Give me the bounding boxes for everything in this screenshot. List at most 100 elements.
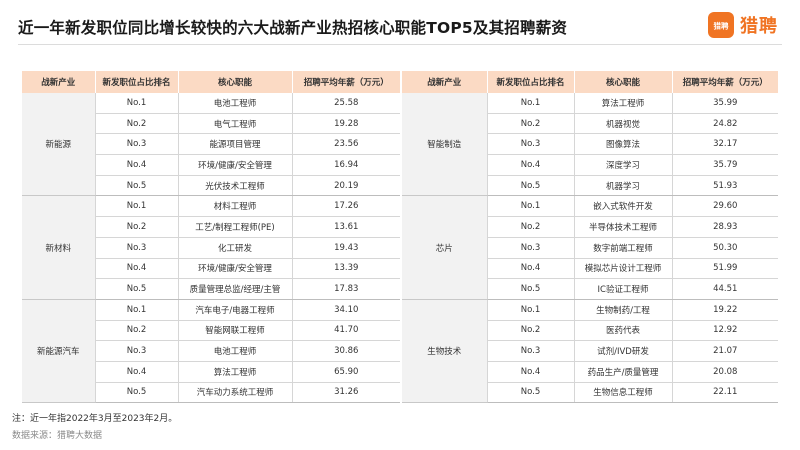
table-row: No.3 化工研发 19.43 (22, 237, 400, 259)
header-industry: 战新产业 (22, 71, 96, 93)
salary-cell: 30.86 (292, 340, 400, 362)
table-row: No.4 算法工程师 65.90 (22, 361, 400, 383)
industry-cell: 芯片 (402, 195, 488, 300)
salary-cell: 44.51 (672, 278, 778, 300)
role-cell: 汽车电子/电器工程师 (178, 299, 293, 321)
table-row: No.5 质量管理总监/经理/主管 17.83 (22, 278, 400, 300)
rank-cell: No.5 (95, 278, 179, 300)
salary-cell: 19.43 (292, 237, 400, 259)
table-row: 新材料 No.1 材料工程师 17.26 (22, 195, 400, 300)
rank-cell: No.2 (487, 216, 575, 238)
rank-cell: No.3 (95, 237, 179, 259)
salary-cell: 13.39 (292, 258, 400, 280)
table-row: No.5 机器学习 51.93 (402, 175, 778, 197)
salary-cell: 35.79 (672, 154, 778, 176)
table-row: No.5 光伏技术工程师 20.19 (22, 175, 400, 197)
salary-cell: 20.19 (292, 175, 400, 197)
industry-cell: 新能源 (22, 93, 96, 197)
role-cell: 能源项目管理 (178, 133, 293, 156)
table-row: 新能源 No.1 电池工程师 25.58 (22, 93, 400, 197)
role-cell: 嵌入式软件开发 (574, 195, 673, 218)
role-cell: 工艺/制程工程师(PE) (178, 216, 293, 238)
rank-cell: No.1 (487, 93, 575, 114)
salary-cell: 28.93 (672, 216, 778, 238)
salary-cell: 51.99 (672, 258, 778, 280)
salary-cell: 12.92 (672, 320, 778, 342)
role-cell: 生物制药/工程 (574, 299, 673, 321)
salary-cell: 25.58 (292, 93, 400, 114)
role-cell: 智能网联工程师 (178, 320, 293, 342)
salary-cell: 50.30 (672, 237, 778, 259)
role-cell: 试剂/IVD研发 (574, 340, 673, 362)
left-header-row: 战新产业 新发职位占比排名 核心职能 招聘平均年薪（万元） (22, 71, 400, 93)
rank-cell: No.5 (95, 175, 179, 197)
role-cell: 算法工程师 (574, 93, 673, 114)
rank-cell: No.3 (487, 340, 575, 362)
liepin-logo-icon: 猎聘 (708, 12, 734, 38)
industry-cell: 新材料 (22, 195, 96, 300)
table-row: No.3 数字前端工程师 50.30 (402, 237, 778, 259)
table-row: 芯片 No.1 嵌入式软件开发 29.60 (402, 195, 778, 300)
salary-cell: 65.90 (292, 361, 400, 383)
salary-cell: 29.60 (672, 195, 778, 218)
rank-cell: No.1 (487, 299, 575, 321)
rank-cell: No.3 (95, 340, 179, 362)
role-cell: 药品生产/质量管理 (574, 361, 673, 383)
header-salary: 招聘平均年薪（万元） (292, 71, 400, 93)
role-cell: 光伏技术工程师 (178, 175, 293, 197)
salary-cell: 32.17 (672, 133, 778, 156)
header-role: 核心职能 (574, 71, 673, 93)
role-cell: 电池工程师 (178, 340, 293, 362)
rank-cell: No.2 (95, 320, 179, 342)
role-cell: 模拟芯片设计工程师 (574, 258, 673, 280)
header-industry: 战新产业 (402, 71, 488, 93)
industry-cell: 新能源汽车 (22, 299, 96, 404)
header-rank: 新发职位占比排名 (95, 71, 179, 93)
liepin-logo: 猎聘 猎聘 (708, 12, 778, 38)
header-role: 核心职能 (178, 71, 293, 93)
rank-cell: No.5 (95, 382, 179, 404)
salary-cell: 23.56 (292, 133, 400, 156)
left-salary-table: 战新产业 新发职位占比排名 核心职能 招聘平均年薪（万元） 新能源 No.1 电池工程师 2… (22, 71, 400, 404)
rank-cell: No.4 (95, 154, 179, 176)
rank-cell: No.4 (487, 154, 575, 176)
rank-cell: No.1 (95, 299, 179, 321)
table-row: No.2 智能网联工程师 41.70 (22, 320, 400, 342)
salary-cell: 17.26 (292, 195, 400, 218)
rank-cell: No.5 (487, 175, 575, 197)
rank-cell: No.2 (95, 113, 179, 135)
salary-cell: 21.07 (672, 340, 778, 362)
rank-cell: No.5 (487, 278, 575, 300)
role-cell: 生物信息工程师 (574, 382, 673, 404)
table-row: No.4 环境/健康/安全管理 13.39 (22, 258, 400, 280)
header-salary: 招聘平均年薪（万元） (672, 71, 778, 93)
table-row: No.5 IC验证工程师 44.51 (402, 278, 778, 300)
role-cell: 材料工程师 (178, 195, 293, 218)
salary-cell: 20.08 (672, 361, 778, 383)
rank-cell: No.4 (95, 258, 179, 280)
role-cell: 半导体技术工程师 (574, 216, 673, 238)
rank-cell: No.3 (487, 133, 575, 156)
data-source: 数据来源：猎聘大数据 (12, 431, 103, 441)
role-cell: 电气工程师 (178, 113, 293, 135)
table-row: No.4 深度学习 35.79 (402, 154, 778, 176)
rank-cell: No.2 (487, 320, 575, 342)
right-table-body: 智能制造 No.1 算法工程师 35.99 No.2 机器视觉 24.82 No.3 图像算法 3… (402, 93, 778, 404)
role-cell: 数字前端工程师 (574, 237, 673, 259)
table-row: No.2 工艺/制程工程师(PE) 13.61 (22, 216, 400, 238)
role-cell: 环境/健康/安全管理 (178, 258, 293, 280)
title-divider (18, 44, 782, 45)
rank-cell: No.4 (487, 258, 575, 280)
salary-cell: 35.99 (672, 93, 778, 114)
role-cell: 环境/健康/安全管理 (178, 154, 293, 176)
role-cell: 图像算法 (574, 133, 673, 156)
table-row: 生物技术 No.1 生物制药/工程 19.22 (402, 299, 778, 404)
rank-cell: No.4 (95, 361, 179, 383)
right-header-row: 战新产业 新发职位占比排名 核心职能 招聘平均年薪（万元） (402, 71, 778, 93)
table-row: No.4 环境/健康/安全管理 16.94 (22, 154, 400, 176)
table-row: No.2 电气工程师 19.28 (22, 113, 400, 135)
rank-cell: No.4 (487, 361, 575, 383)
table-row: No.3 图像算法 32.17 (402, 133, 778, 156)
salary-cell: 31.26 (292, 382, 400, 404)
logo-text: 猎聘 (740, 16, 778, 37)
